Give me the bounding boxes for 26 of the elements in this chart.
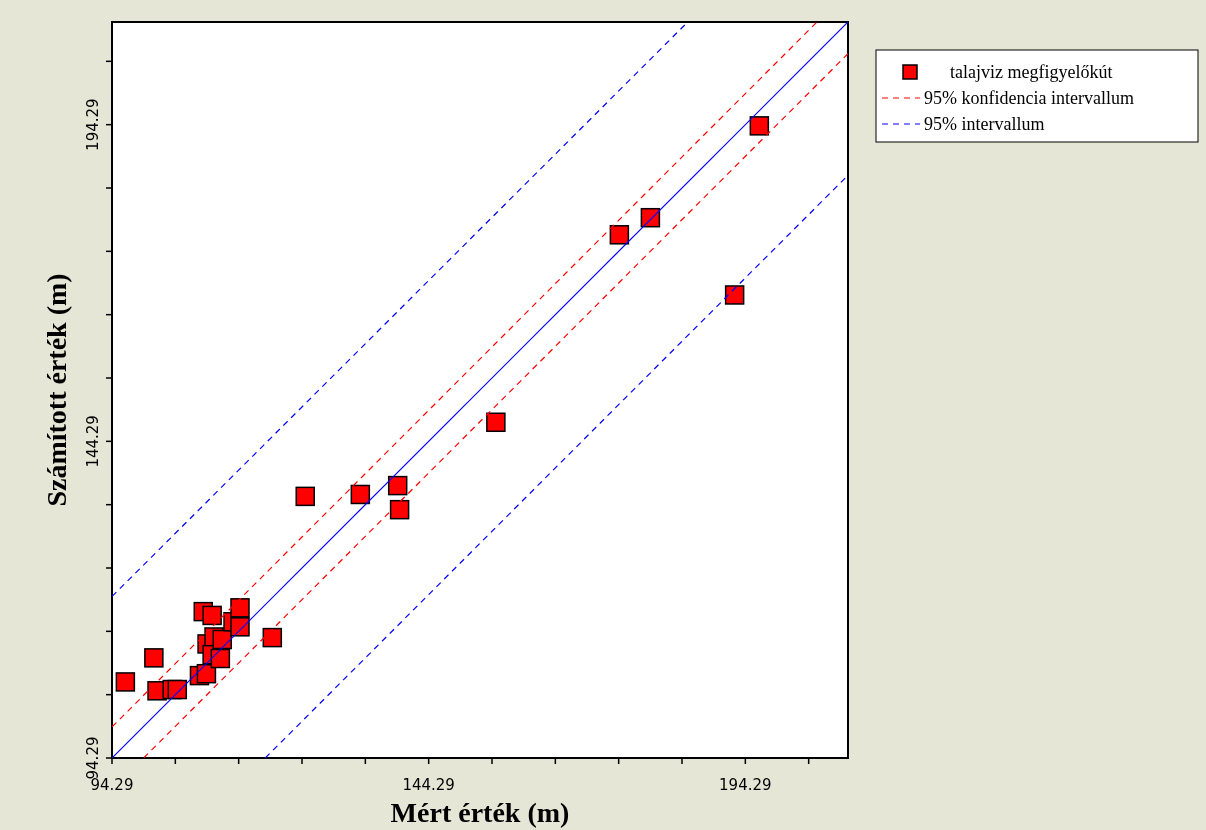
legend-label: 95% konfidencia intervallum [924,88,1134,108]
point [144,648,164,668]
x-axis-title: Mért érték (m) [390,797,570,828]
point [230,598,250,618]
point [262,627,283,648]
point [115,672,136,692]
point [724,285,745,305]
x-tick-label: 194.29 [719,776,772,794]
y-tick-label: 194.29 [84,98,102,151]
legend-label: talajviz megfigyelőkút [950,62,1113,82]
y-axis-title: Számított érték (m) [41,273,72,507]
point [295,486,315,507]
point [640,207,661,228]
y-tick-label: 144.29 [84,415,102,468]
point [350,484,371,505]
point [486,412,506,433]
point [210,648,231,669]
point [389,499,410,520]
point [387,475,408,496]
point [202,605,222,626]
point [230,617,250,637]
legend-label: 95% intervallum [924,114,1045,134]
x-tick-label: 144.29 [402,776,455,794]
point [609,225,630,245]
point [749,116,770,136]
point [167,679,188,700]
